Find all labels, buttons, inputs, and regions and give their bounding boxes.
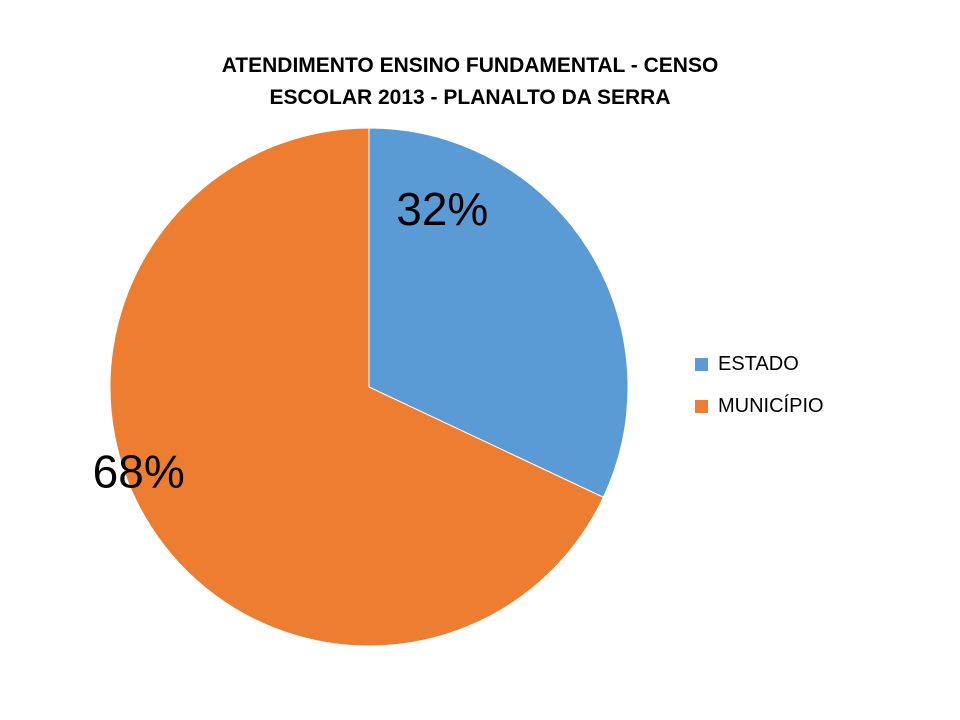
chart-title: ATENDIMENTO ENSINO FUNDAMENTAL - CENSO E… bbox=[150, 50, 790, 114]
pie-data-labels: 32% 68% bbox=[93, 183, 489, 498]
chart-title-line-2: ESCOLAR 2013 - PLANALTO DA SERRA bbox=[269, 86, 671, 109]
chart-title-line-1: ATENDIMENTO ENSINO FUNDAMENTAL - CENSO bbox=[221, 54, 719, 77]
pie-slices bbox=[109, 127, 629, 647]
legend-swatch-estado bbox=[695, 357, 708, 371]
pie-slice-municipio bbox=[109, 127, 605, 647]
data-label-estado: 32% bbox=[396, 183, 488, 235]
chart-legend: ESTADO MUNICÍPIO bbox=[695, 352, 824, 436]
data-label-municipio: 68% bbox=[93, 445, 185, 497]
legend-label-municipio: MUNICÍPIO bbox=[718, 394, 824, 417]
legend-item-estado: ESTADO bbox=[695, 352, 824, 376]
pie-slice-estado bbox=[368, 127, 629, 498]
legend-label-estado: ESTADO bbox=[718, 352, 799, 375]
legend-item-municipio: MUNICÍPIO bbox=[695, 394, 824, 418]
legend-swatch-municipio bbox=[695, 399, 708, 413]
